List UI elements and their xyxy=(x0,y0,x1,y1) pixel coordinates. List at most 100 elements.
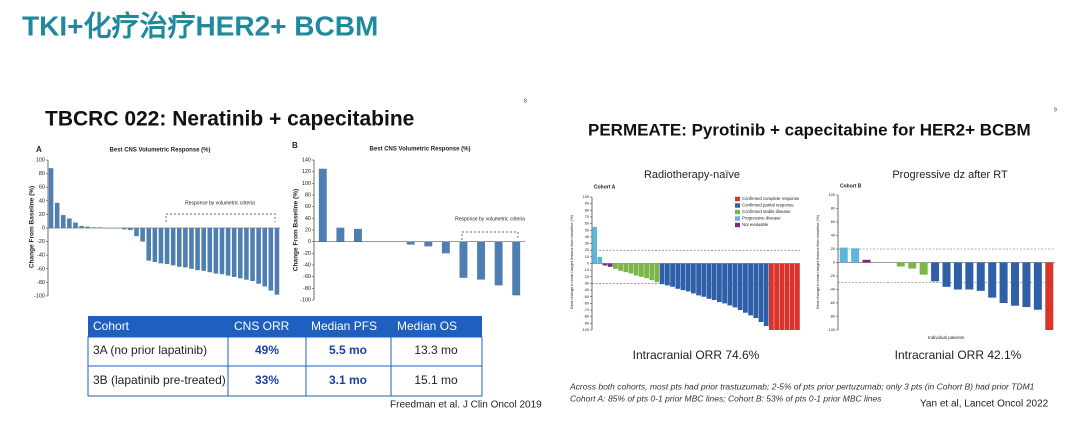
bar xyxy=(183,228,188,268)
panel-title: PERMEATE: Pyrotinib + capecitabine for H… xyxy=(588,120,1031,139)
bar xyxy=(919,262,928,275)
y-tick-label: 100 xyxy=(583,195,589,199)
bar xyxy=(607,263,613,267)
panel-label: A xyxy=(36,145,42,154)
y-tick-label: -80 xyxy=(830,315,836,319)
chart-subtitle: Cohort A xyxy=(594,184,616,190)
bar xyxy=(231,228,237,277)
bar xyxy=(1045,262,1054,330)
legend-swatch xyxy=(735,203,740,208)
bar xyxy=(176,228,182,267)
y-tick-label: -20 xyxy=(830,274,836,278)
bar xyxy=(336,227,345,242)
y-tick-label: -100 xyxy=(34,293,45,299)
bar xyxy=(592,226,597,264)
y-tick-label: 10 xyxy=(585,255,589,259)
bar xyxy=(953,262,962,290)
bar xyxy=(795,263,800,330)
y-tick-label: -50 xyxy=(584,295,590,299)
bar xyxy=(244,228,249,280)
panel-title: TBCRC 022: Neratinib + capecitabine xyxy=(45,108,414,131)
table-header xyxy=(88,316,482,337)
table: Cohort CNS ORR Median PFS Median OS 3A (… xyxy=(87,316,483,397)
y-tick-label: -80 xyxy=(584,315,590,319)
y-tick-label: -80 xyxy=(37,280,45,286)
bar xyxy=(79,225,84,228)
footnote: Cohort A: 85% of pts 0-1 prior MBC lines… xyxy=(570,393,882,403)
y-tick-label: -100 xyxy=(827,328,835,332)
bar xyxy=(737,263,743,311)
bar xyxy=(48,168,54,228)
page-number: 9 xyxy=(1054,107,1057,113)
bar xyxy=(602,263,608,266)
bar xyxy=(649,263,655,281)
table-cell: 13.3 mo xyxy=(414,343,458,357)
bar xyxy=(128,228,133,231)
y-tick-label: 80 xyxy=(305,192,311,198)
chart-title: Progressive dz after RT xyxy=(892,169,1008,181)
bar xyxy=(691,263,696,294)
bar xyxy=(908,262,917,269)
y-tick-label: 140 xyxy=(302,157,311,163)
table-header-cell: Cohort xyxy=(93,319,130,333)
bar xyxy=(732,263,738,308)
y-tick-label: -40 xyxy=(37,253,45,259)
chart-title: Best CNS Volumetric Response (%) xyxy=(110,148,211,154)
y-tick-label: -100 xyxy=(300,297,311,303)
bar xyxy=(839,247,848,263)
y-tick-label: -30 xyxy=(584,281,590,285)
bar xyxy=(459,241,468,278)
bar xyxy=(318,168,327,242)
y-tick-label: 30 xyxy=(585,242,589,246)
bar xyxy=(851,248,860,263)
bar xyxy=(250,228,255,282)
bar xyxy=(896,262,905,267)
bar xyxy=(494,241,503,286)
y-tick-label: 0 xyxy=(587,262,589,266)
y-tick-label: -60 xyxy=(37,266,45,272)
annotation: Response by volumetric criteria xyxy=(455,216,525,222)
bar xyxy=(722,263,727,304)
bar xyxy=(999,262,1008,303)
bar xyxy=(613,263,618,269)
bracket xyxy=(461,231,519,240)
y-tick-label: 100 xyxy=(829,193,835,197)
y-tick-label: -10 xyxy=(584,268,590,272)
legend-label: Not evaluable xyxy=(742,222,769,227)
legend-swatch xyxy=(735,209,740,215)
bar xyxy=(988,262,997,298)
y-tick-label: 80 xyxy=(585,208,589,212)
y-tick-label: 60 xyxy=(305,204,311,210)
bar xyxy=(97,227,103,228)
bar xyxy=(406,241,415,245)
bar xyxy=(195,228,200,271)
bar xyxy=(256,228,261,284)
y-label: Best change in brain target lesions from… xyxy=(569,214,574,308)
bar xyxy=(706,263,712,299)
table-cell: 33% xyxy=(255,373,279,387)
footnote: Across both cohorts, most pts had prior … xyxy=(569,381,1035,391)
y-tick-label: 70 xyxy=(585,215,589,219)
y-tick-label: 100 xyxy=(36,157,45,163)
bar xyxy=(219,228,225,275)
bar xyxy=(1011,262,1020,306)
bar xyxy=(268,228,274,291)
y-tick-label: 60 xyxy=(39,185,45,191)
table-header-cell: Median OS xyxy=(397,319,457,333)
y-label: Change From Baseline (%) xyxy=(29,186,36,268)
y-tick-label: -90 xyxy=(584,321,590,325)
table-header-cell: Median PFS xyxy=(311,319,377,333)
bar xyxy=(665,263,670,286)
y-tick-label: -40 xyxy=(584,288,590,292)
bar xyxy=(354,228,362,242)
bar xyxy=(213,228,219,274)
bar xyxy=(189,228,194,269)
y-tick-label: -80 xyxy=(303,286,311,292)
caption: Intracranial ORR 42.1% xyxy=(895,348,1022,362)
slide-title: TKI+化疗治疗HER2+ BCBM xyxy=(22,9,378,41)
bar xyxy=(134,228,139,237)
bar xyxy=(753,263,759,319)
y-tick-label: -100 xyxy=(581,328,589,332)
legend-label: Confirmed partial response xyxy=(742,203,794,208)
y-tick-label: -40 xyxy=(830,288,836,292)
